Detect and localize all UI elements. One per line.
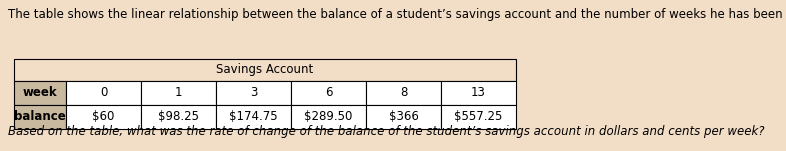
Bar xyxy=(14,81,66,105)
Bar xyxy=(141,81,216,105)
Bar xyxy=(441,81,516,105)
Bar xyxy=(66,105,141,129)
Bar xyxy=(66,81,141,105)
Text: $174.75: $174.75 xyxy=(230,111,277,124)
Bar xyxy=(216,105,291,129)
Text: $289.50: $289.50 xyxy=(304,111,353,124)
Bar xyxy=(366,81,441,105)
Text: 13: 13 xyxy=(471,87,486,100)
Bar xyxy=(14,105,66,129)
Bar xyxy=(14,59,516,81)
Text: balance: balance xyxy=(14,111,66,124)
Text: 0: 0 xyxy=(100,87,107,100)
Text: $98.25: $98.25 xyxy=(158,111,199,124)
Text: $366: $366 xyxy=(388,111,418,124)
Bar xyxy=(216,81,291,105)
Text: 6: 6 xyxy=(325,87,332,100)
Text: $60: $60 xyxy=(92,111,115,124)
Bar xyxy=(366,105,441,129)
Text: 8: 8 xyxy=(400,87,407,100)
Text: The table shows the linear relationship between the balance of a student’s savin: The table shows the linear relationship … xyxy=(8,8,786,21)
Bar xyxy=(291,81,366,105)
Bar xyxy=(141,105,216,129)
Text: Savings Account: Savings Account xyxy=(216,64,314,77)
Bar xyxy=(441,105,516,129)
Text: 3: 3 xyxy=(250,87,257,100)
Text: 1: 1 xyxy=(174,87,182,100)
Text: $557.25: $557.25 xyxy=(454,111,503,124)
Text: week: week xyxy=(23,87,57,100)
Text: Based on the table, what was the rate of change of the balance of the student’s : Based on the table, what was the rate of… xyxy=(8,125,765,138)
Bar xyxy=(291,105,366,129)
